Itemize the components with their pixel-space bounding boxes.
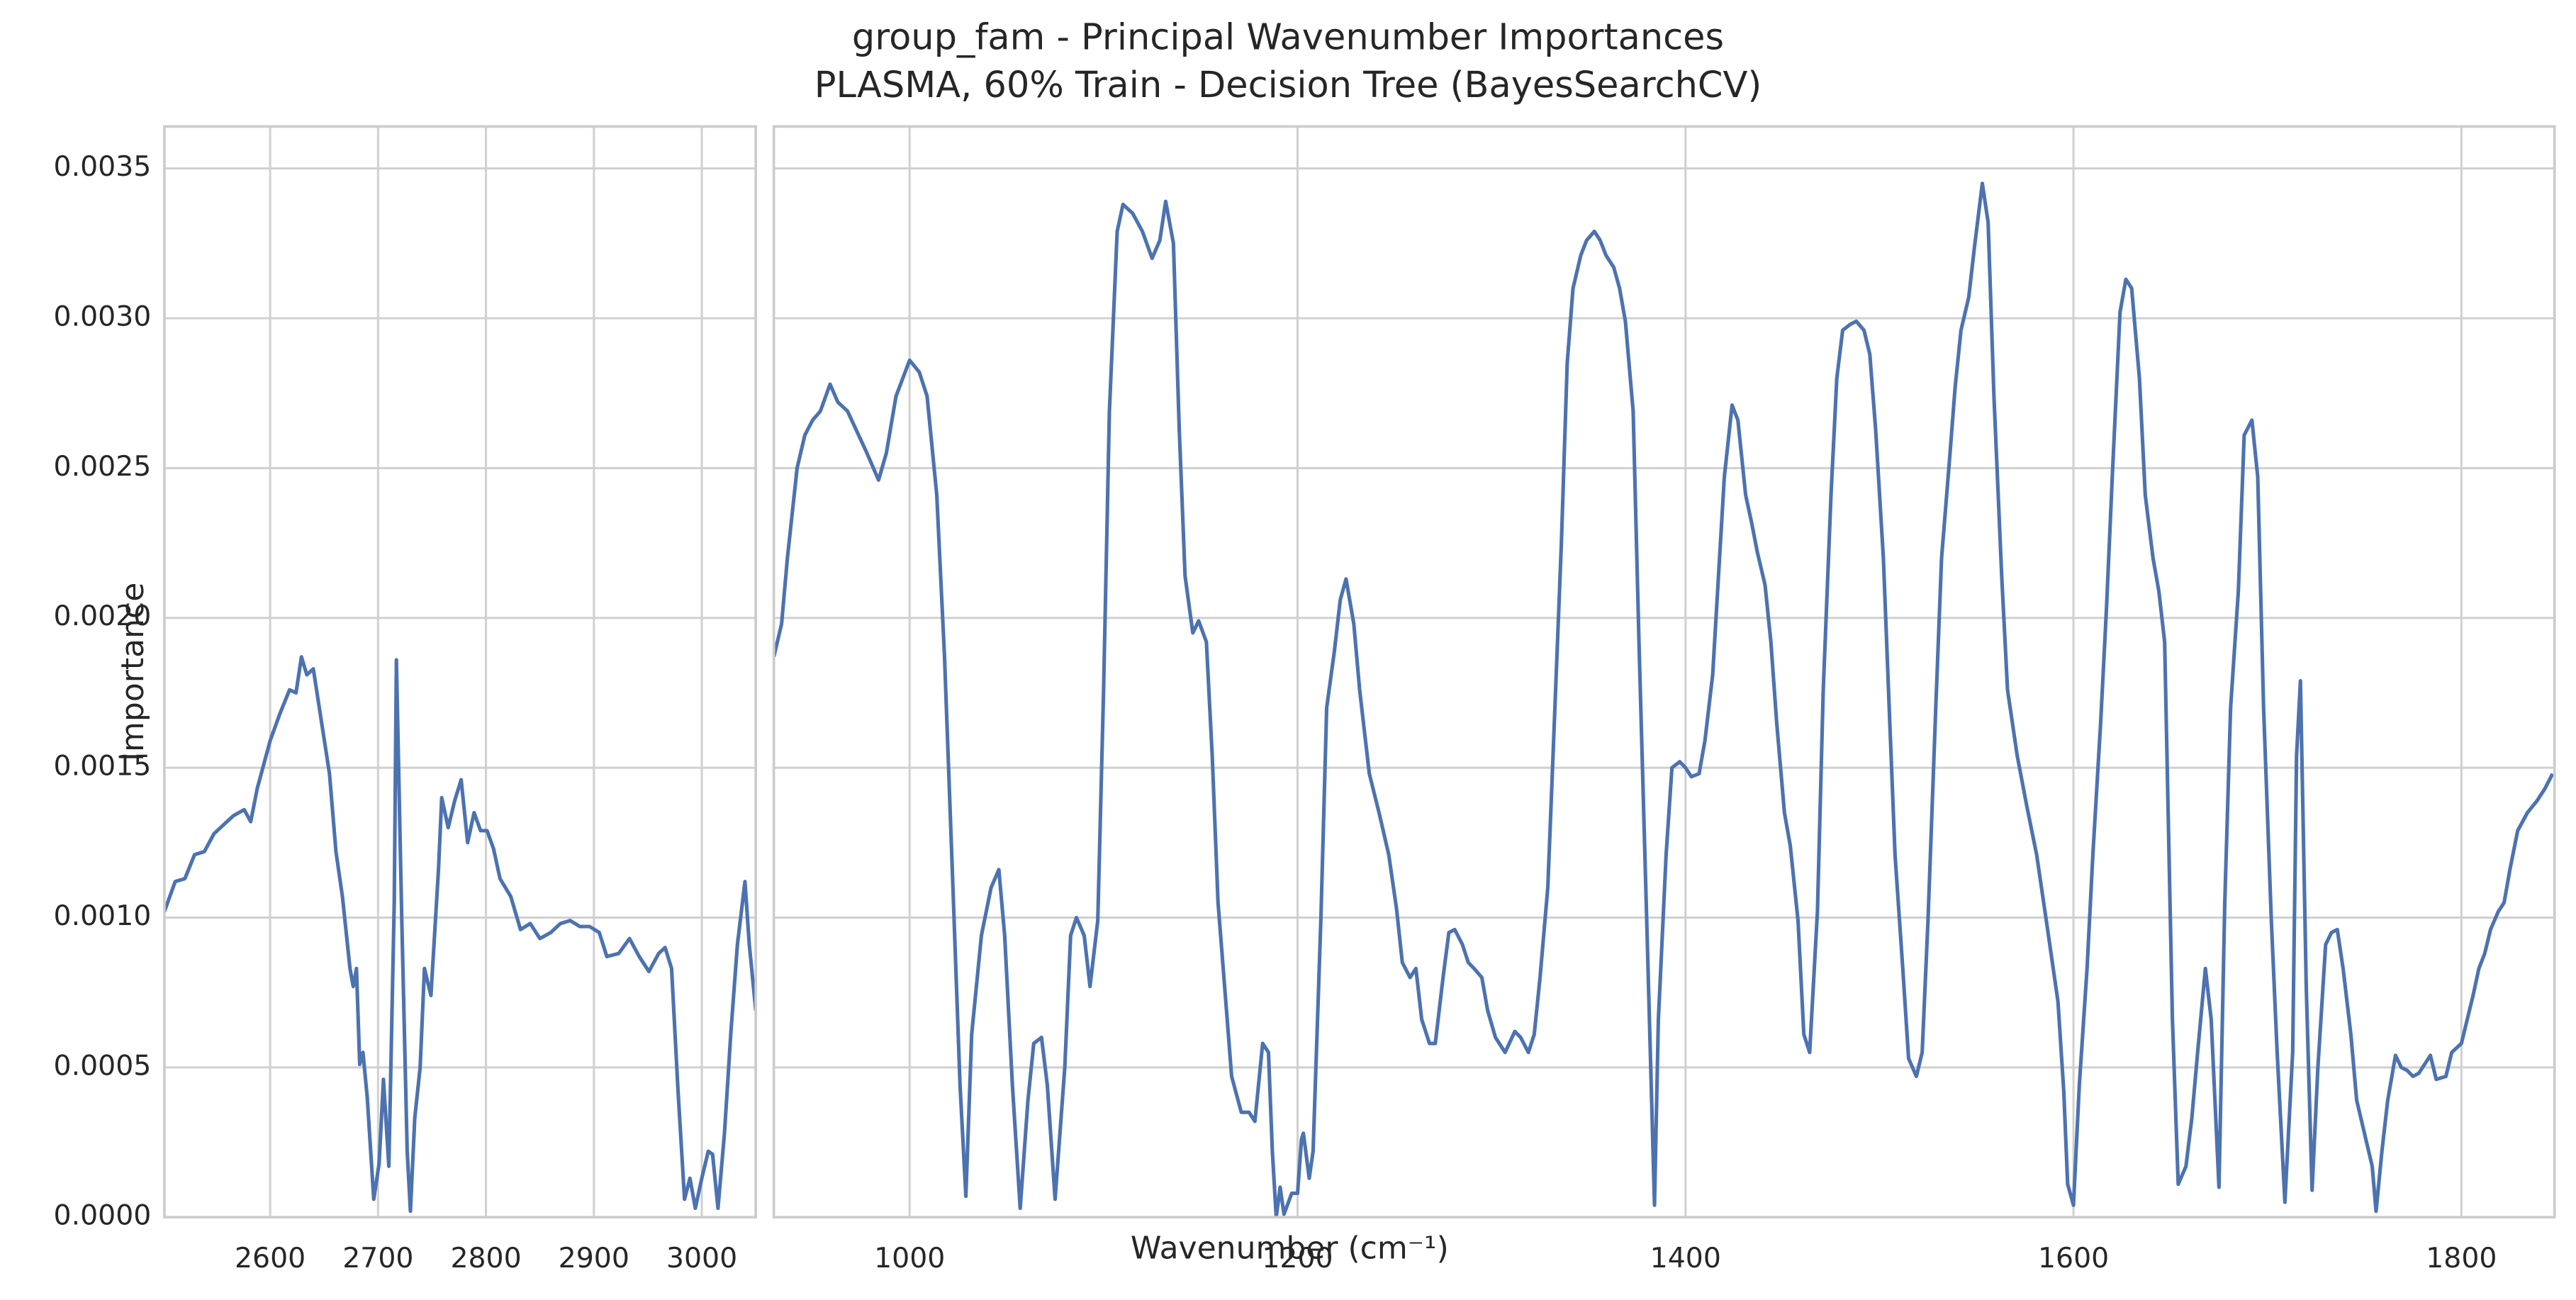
x-tick-label: 1600 bbox=[2038, 1242, 2109, 1274]
x-tick-label: 3000 bbox=[666, 1242, 737, 1274]
x-tick-label: 2700 bbox=[342, 1242, 413, 1274]
chart-title: group_fam - Principal Wavenumber Importa… bbox=[852, 17, 1724, 59]
x-tick-label: 2800 bbox=[450, 1242, 521, 1274]
x-tick-label: 2900 bbox=[559, 1242, 629, 1274]
y-tick-label: 0.0020 bbox=[54, 600, 152, 632]
data-line bbox=[164, 655, 756, 1214]
data-line bbox=[773, 181, 2555, 1218]
y-axis-label: Importance bbox=[115, 583, 151, 761]
x-tick-label: 1200 bbox=[1262, 1242, 1333, 1274]
panel-frame bbox=[772, 125, 2556, 1219]
y-tick-label: 0.0000 bbox=[54, 1199, 152, 1232]
x-tick-label: 2600 bbox=[235, 1242, 306, 1274]
panel-frame bbox=[163, 125, 758, 1219]
x-tick-label: 1400 bbox=[1650, 1242, 1721, 1274]
x-axis-label: Wavenumber (cm⁻¹) bbox=[1131, 1231, 1449, 1267]
y-tick-label: 0.0010 bbox=[54, 900, 152, 932]
y-tick-label: 0.0035 bbox=[54, 150, 152, 183]
x-tick-label: 1000 bbox=[874, 1242, 945, 1274]
x-tick-label: 1800 bbox=[2426, 1242, 2497, 1274]
y-tick-label: 0.0015 bbox=[54, 750, 152, 783]
y-tick-label: 0.0030 bbox=[54, 300, 152, 332]
chart-subtitle: PLASMA, 60% Train - Decision Tree (Bayes… bbox=[814, 65, 1762, 106]
y-tick-label: 0.0005 bbox=[54, 1049, 152, 1082]
y-tick-label: 0.0025 bbox=[54, 450, 152, 483]
